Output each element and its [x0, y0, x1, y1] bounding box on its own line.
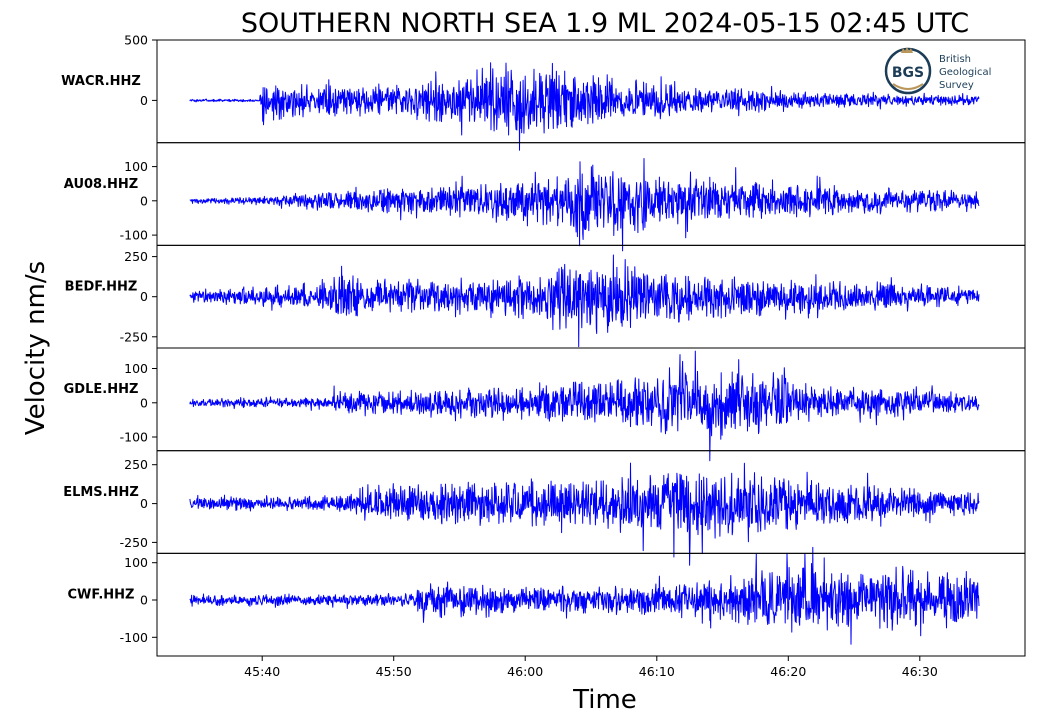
panel-gdle-hhz: 100 0 -100 GDLE.HHZ: [64, 347, 1026, 462]
y-tick-label: 0: [140, 496, 148, 511]
chart-title: SOUTHERN NORTH SEA 1.9 ML 2024-05-15 02:…: [241, 8, 969, 39]
station-label: AU08.HHZ: [64, 177, 138, 192]
x-tick-label: 46:10: [639, 664, 675, 679]
station-label: GDLE.HHZ: [64, 382, 139, 397]
station-label: CWF.HHZ: [68, 588, 135, 603]
logo-mark: BGS: [892, 65, 924, 81]
panel-bedf-hhz: 250 0 -250 BEDF.HHZ: [65, 244, 1026, 349]
x-tick-label: 46:00: [507, 664, 543, 679]
panel-group: 500 0 WACR.HHZ 100 0 -100 AU08.HHZ 250 0 -250 BEDF…: [61, 33, 1026, 657]
panel-elms-hhz: 250 0 -250 ELMS.HHZ: [63, 450, 1026, 566]
y-tick-label: 0: [140, 93, 148, 108]
station-label: ELMS.HHZ: [63, 485, 139, 500]
x-tick-label: 45:40: [244, 664, 280, 679]
trace-au08-hhz: [189, 158, 980, 252]
x-tick-label: 46:30: [902, 664, 938, 679]
station-label: WACR.HHZ: [61, 74, 141, 89]
x-tick-label: 45:50: [376, 664, 412, 679]
logo-line-2: Geological: [939, 67, 991, 78]
y-tick-label: -100: [120, 430, 148, 445]
y-tick-label: -250: [120, 329, 148, 344]
trace-cwf-hhz: [189, 546, 980, 645]
y-tick-label: 0: [140, 395, 148, 410]
trace-elms-hhz: [189, 462, 980, 566]
y-tick-label: -100: [120, 630, 148, 645]
y-tick-label: 0: [140, 193, 148, 208]
y-tick-label: -100: [120, 228, 148, 243]
trace-wacr-hhz: [189, 62, 980, 151]
panel-frame-gdle-hhz: [156, 347, 1026, 452]
y-tick-label: -250: [120, 535, 148, 550]
panel-frame-cwf-hhz: [156, 552, 1026, 657]
x-tick-label: 46:20: [770, 664, 806, 679]
logo-line-3: Survey: [939, 80, 974, 91]
logo-laurel-icon: [892, 83, 924, 90]
x-axis-label: Time: [572, 685, 637, 715]
bgs-logo: BGS British Geological Survey: [884, 47, 991, 95]
x-axis-ticks: 45:40 45:50 46:00 46:10 46:20 46:30: [244, 656, 938, 679]
y-tick-label: 100: [124, 555, 148, 570]
y-tick-label: 250: [124, 249, 148, 264]
y-tick-label: 0: [140, 593, 148, 608]
panel-cwf-hhz: 100 0 -100 CWF.HHZ: [68, 546, 1026, 657]
panel-au08-hhz: 100 0 -100 AU08.HHZ: [64, 142, 1026, 252]
station-label: BEDF.HHZ: [65, 280, 138, 295]
logo-line-1: British: [939, 54, 971, 65]
y-tick-label: 100: [124, 361, 148, 376]
crown-icon: [901, 47, 913, 53]
y-axis-label: Velocity nm/s: [21, 261, 51, 435]
panel-wacr-hhz: 500 0 WACR.HHZ: [61, 33, 1026, 151]
trace-bedf-hhz: [189, 254, 980, 348]
y-tick-label: 250: [124, 457, 148, 472]
y-tick-label: 100: [124, 159, 148, 174]
trace-gdle-hhz: [189, 350, 980, 462]
y-tick-label: 0: [140, 289, 148, 304]
y-tick-label: 500: [124, 33, 148, 48]
